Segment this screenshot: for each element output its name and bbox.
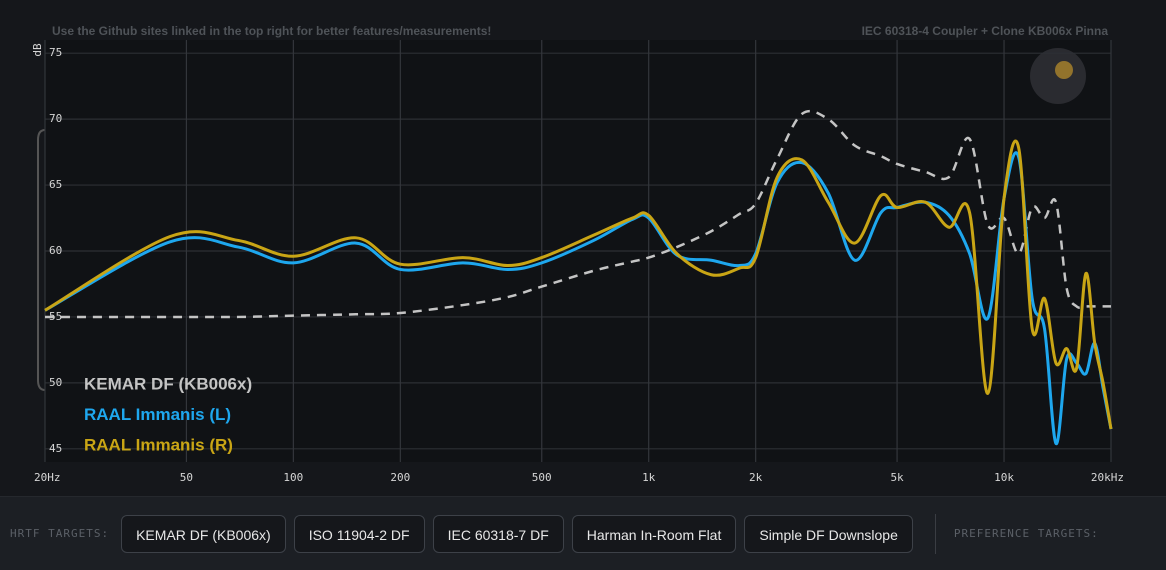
y-tick-label: 45 (49, 442, 62, 455)
hrtf-buttons: KEMAR DF (KB006x) ISO 11904-2 DF IEC 60318… (121, 514, 921, 553)
x-tick-label: 20Hz (34, 471, 61, 484)
logo-mark (1055, 61, 1073, 79)
note-right: IEC 60318-4 Coupler + Clone KB006x Pinna (862, 24, 1109, 38)
target-button[interactable]: IEC 60318-7 DF (432, 514, 564, 553)
series-line (45, 109, 1111, 319)
x-tick-label: 20kHz (1091, 471, 1124, 484)
y-tick-label: 55 (49, 310, 62, 323)
legend-entry: RAAL Immanis (R) (84, 435, 233, 454)
target-button[interactable]: ISO 11904-2 DF (293, 514, 425, 553)
x-tick-label: 50 (180, 471, 193, 484)
series-line (44, 139, 1113, 430)
y-tick-label: 50 (49, 376, 62, 389)
target-button[interactable]: KEMAR DF (KB006x) (121, 514, 286, 553)
y-tick-label: 65 (49, 178, 62, 191)
y-tick-label: 70 (49, 112, 62, 125)
y-tick-label: 75 (49, 46, 62, 59)
x-tick-label: 200 (390, 471, 410, 484)
x-tick-label: 500 (532, 471, 552, 484)
legend-entry: RAAL Immanis (L) (84, 405, 231, 424)
x-tick-label: 5k (890, 471, 904, 484)
legend-entry: KEMAR DF (KB006x) (84, 374, 252, 393)
target-button[interactable]: Harman In-Room Flat (571, 514, 737, 553)
x-tick-label: 100 (283, 471, 303, 484)
x-tick-label: 1k (642, 471, 656, 484)
toolbar: HRTF TARGETS: KEMAR DF (KB006x) ISO 11904… (0, 496, 1166, 570)
preference-label: PREFERENCE TARGETS: (953, 527, 1099, 540)
y-axis-label: dB (31, 43, 44, 57)
separator (934, 513, 936, 554)
note-left: Use the Github sites linked in the top r… (52, 24, 491, 38)
hrtf-label: HRTF TARGETS: (10, 527, 110, 540)
chart: Use the Github sites linked in the top r… (31, 24, 1124, 484)
x-tick-label: 10k (994, 471, 1014, 484)
target-button[interactable]: Simple DF Downslope (744, 514, 913, 553)
x-tick-label: 2k (749, 471, 763, 484)
scroll-handle (37, 129, 46, 391)
y-tick-label: 60 (49, 244, 62, 257)
